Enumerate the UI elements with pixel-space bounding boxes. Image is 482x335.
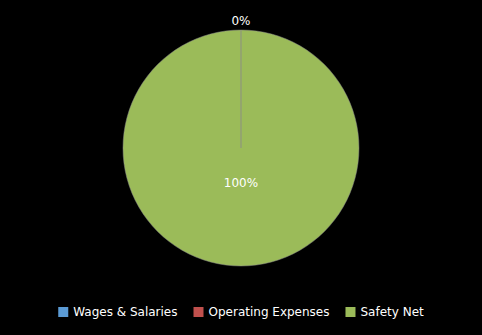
- slices: [123, 30, 359, 266]
- legend-item: Operating Expenses: [194, 305, 330, 319]
- legend-swatch: [58, 307, 68, 317]
- legend-item: Safety Net: [345, 305, 424, 319]
- legend-label: Wages & Salaries: [73, 305, 177, 319]
- legend-item: Wages & Salaries: [58, 305, 177, 319]
- annotation: 0%: [231, 14, 250, 28]
- legend: Wages & Salaries Operating Expenses Safety…: [58, 305, 424, 319]
- legend-swatch: [194, 307, 204, 317]
- chart: 0% 100% Wages & Salaries Operating Expenses…: [0, 0, 482, 335]
- legend-label: Operating Expenses: [209, 305, 330, 319]
- background: [0, 0, 482, 335]
- pie-slice: [123, 30, 359, 266]
- legend-label: Safety Net: [360, 305, 424, 319]
- annotation: 100%: [224, 176, 258, 190]
- legend-swatch: [345, 307, 355, 317]
- chart-container: 0% 100% Wages & Salaries Operating Expenses…: [0, 0, 482, 335]
